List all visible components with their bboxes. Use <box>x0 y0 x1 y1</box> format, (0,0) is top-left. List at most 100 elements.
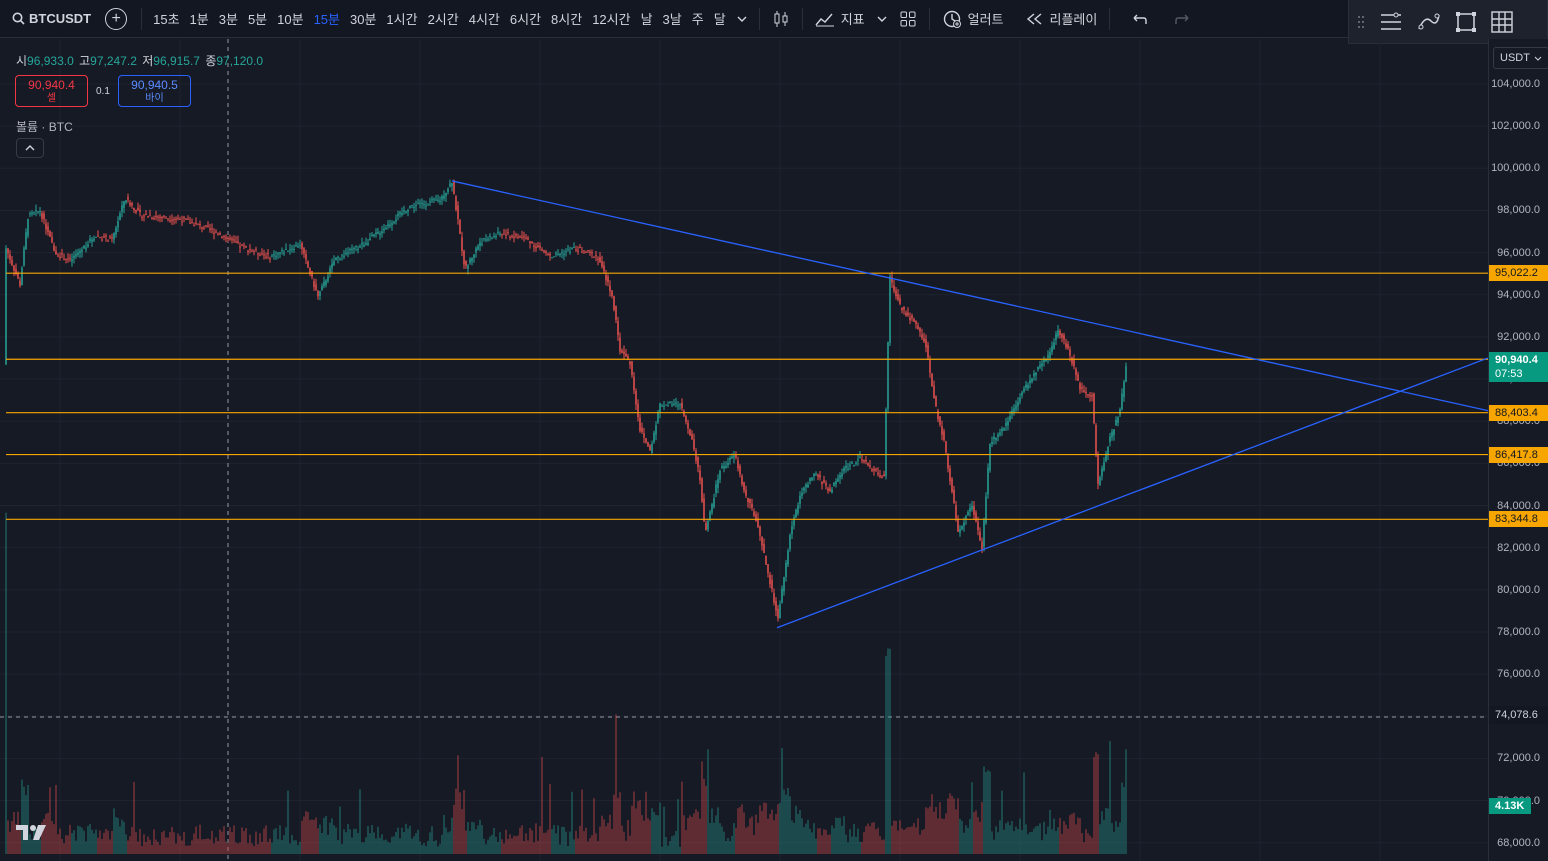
volume-bar <box>563 826 565 854</box>
horizontal-levels <box>6 272 1488 520</box>
candle-body <box>769 574 771 585</box>
candle-body <box>897 294 899 300</box>
interval-dropdown[interactable] <box>731 0 753 38</box>
volume-bar <box>751 816 753 854</box>
candle-body <box>73 255 75 258</box>
candle-body <box>167 218 169 220</box>
volume-bar <box>851 836 853 854</box>
volume-bar <box>1041 840 1043 854</box>
interval-3[interactable]: 5분 <box>247 12 268 27</box>
candle-body <box>595 255 597 257</box>
list-icon[interactable] <box>1379 11 1403 33</box>
volume-bar <box>1063 821 1065 854</box>
volume-bar <box>633 791 635 854</box>
candle-body <box>93 238 95 241</box>
indicators-button[interactable]: 지표 <box>809 0 871 38</box>
interval-15[interactable]: 주 <box>691 12 704 27</box>
volume-bar <box>387 841 389 854</box>
candle-body <box>135 210 137 213</box>
volume-bar <box>953 798 955 854</box>
layout-button[interactable] <box>893 0 923 38</box>
indicators-dropdown[interactable] <box>871 0 893 38</box>
interval-10[interactable]: 6시간 <box>509 12 542 27</box>
drag-handle-icon[interactable] <box>1357 15 1365 29</box>
interval-8[interactable]: 2시간 <box>427 12 459 27</box>
candle-body <box>935 396 937 407</box>
upper-trendline[interactable] <box>451 180 1488 412</box>
draw-icon[interactable] <box>1417 11 1441 33</box>
volume-bar <box>489 836 491 854</box>
symbol-search[interactable]: BTCUSDT <box>0 0 97 38</box>
grid-icon[interactable] <box>1491 10 1513 33</box>
undo-button[interactable] <box>1124 0 1154 38</box>
price-axis[interactable]: USDT 104,000.0 102,000.0 100,000.0 98,000.0… <box>1488 39 1548 861</box>
volume-bar <box>155 839 157 854</box>
candle-body <box>787 550 789 565</box>
candle-body <box>1063 335 1065 340</box>
volume-bar <box>427 840 429 854</box>
interval-16[interactable]: 달 <box>713 12 726 27</box>
high-label: 고 <box>79 54 91 68</box>
volume-bar <box>629 835 631 854</box>
candle-body <box>263 254 265 256</box>
sell-button[interactable]: 90,940.4 셀 <box>15 75 88 107</box>
volume-bar <box>871 822 873 854</box>
tradingview-logo[interactable] <box>16 822 48 847</box>
volume-bar <box>933 811 935 854</box>
candle-body <box>685 416 687 422</box>
volume-tag: 4.13K <box>1489 798 1531 814</box>
interval-1[interactable]: 1분 <box>189 12 209 27</box>
volume-bar <box>299 841 301 854</box>
interval-9[interactable]: 4시간 <box>468 12 500 27</box>
alert-button[interactable]: 얼러트 <box>936 0 1010 38</box>
candle-body <box>995 437 997 441</box>
interval-12[interactable]: 12시간 <box>592 12 631 27</box>
interval-5[interactable]: 15분 <box>313 12 340 27</box>
candle-body <box>163 215 165 217</box>
collapse-legend-button[interactable] <box>16 138 44 158</box>
replay-button[interactable]: 리플레이 <box>1020 0 1104 38</box>
volume-bar <box>931 794 933 854</box>
interval-0[interactable]: 15초 <box>153 12 180 27</box>
candle-body <box>55 250 57 255</box>
candle-body <box>667 405 669 407</box>
candle-body <box>937 410 939 420</box>
interval-14[interactable]: 3날 <box>662 12 682 27</box>
chevron-down-icon <box>1534 56 1542 61</box>
interval-6[interactable]: 30분 <box>349 12 377 27</box>
candle-body <box>997 434 999 437</box>
interval-11[interactable]: 8시간 <box>551 12 583 27</box>
close-value: 97,120.0 <box>216 54 264 68</box>
candle-body <box>815 473 817 475</box>
buy-button[interactable]: 90,940.5 바이 <box>118 75 191 107</box>
candle-body <box>75 254 77 257</box>
volume-bar <box>497 842 499 854</box>
candle-body <box>633 376 635 391</box>
lower-trendline[interactable] <box>776 357 1488 629</box>
interval-4[interactable]: 10분 <box>277 12 304 27</box>
volume-bar <box>217 840 219 854</box>
price-chart[interactable] <box>0 39 1488 861</box>
candle-body <box>969 507 971 512</box>
volume-bar <box>561 826 563 854</box>
volume-bar <box>819 828 821 854</box>
candle-body <box>627 356 629 359</box>
currency-selector[interactable]: USDT <box>1493 47 1548 69</box>
candle-body <box>713 498 715 507</box>
redo-button[interactable] <box>1168 0 1198 38</box>
interval-7[interactable]: 1시간 <box>386 12 418 27</box>
candle-body <box>325 280 327 285</box>
interval-13[interactable]: 날 <box>640 12 653 27</box>
volume-bar <box>289 843 291 854</box>
search-icon <box>12 12 25 25</box>
volume-bar <box>677 799 679 854</box>
rectangle-icon[interactable] <box>1455 11 1477 33</box>
volume-bar <box>671 836 673 854</box>
volume-bar <box>839 817 841 854</box>
interval-2[interactable]: 3분 <box>218 12 238 27</box>
candle-style-button[interactable] <box>766 0 796 38</box>
candle-body <box>261 253 263 255</box>
candle-body <box>735 454 737 458</box>
add-symbol-icon[interactable]: + <box>105 7 128 30</box>
candle-body <box>837 478 839 482</box>
